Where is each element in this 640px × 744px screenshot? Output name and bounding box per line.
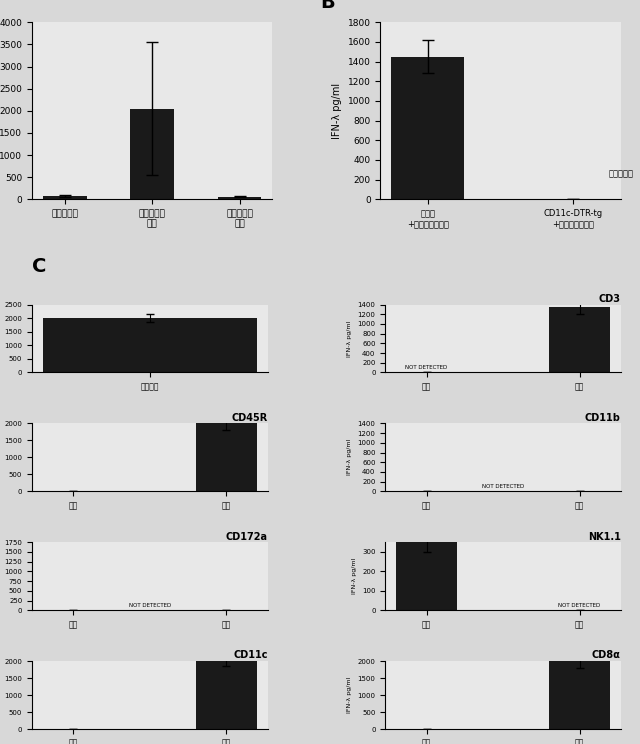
Text: CD172a: CD172a: [225, 531, 268, 542]
Text: B: B: [321, 0, 335, 12]
Bar: [549, 661, 610, 729]
Bar: [196, 661, 257, 729]
Text: C: C: [32, 257, 46, 275]
Bar: [396, 542, 457, 610]
Y-axis label: IFN-λ pg/ml: IFN-λ pg/ml: [347, 321, 352, 356]
Y-axis label: IFN-λ pg/ml: IFN-λ pg/ml: [351, 558, 356, 594]
Bar: [392, 57, 464, 199]
Text: CD11c: CD11c: [233, 650, 268, 661]
Text: NOT DETECTED: NOT DETECTED: [558, 603, 600, 608]
Bar: [549, 307, 610, 373]
Text: CD8α: CD8α: [592, 650, 621, 661]
Text: 検出されず: 検出されず: [608, 169, 634, 178]
Text: CD11b: CD11b: [585, 413, 621, 423]
Y-axis label: IFN-λ pg/ml: IFN-λ pg/ml: [347, 439, 352, 475]
Text: NK1.1: NK1.1: [588, 531, 621, 542]
Text: NOT DETECTED: NOT DETECTED: [129, 603, 171, 608]
Bar: [218, 196, 261, 199]
Bar: [43, 318, 257, 373]
Text: NOT DETECTED: NOT DETECTED: [482, 484, 524, 489]
Bar: [196, 423, 257, 491]
Y-axis label: IFN-λ pg/ml: IFN-λ pg/ml: [347, 677, 352, 713]
Text: NOT DETECTED: NOT DETECTED: [406, 365, 448, 370]
Text: CD45R: CD45R: [231, 413, 268, 423]
Bar: [43, 196, 86, 199]
Bar: [131, 109, 174, 199]
Text: CD3: CD3: [599, 294, 621, 304]
Y-axis label: IFN-λ pg/ml: IFN-λ pg/ml: [332, 83, 342, 139]
